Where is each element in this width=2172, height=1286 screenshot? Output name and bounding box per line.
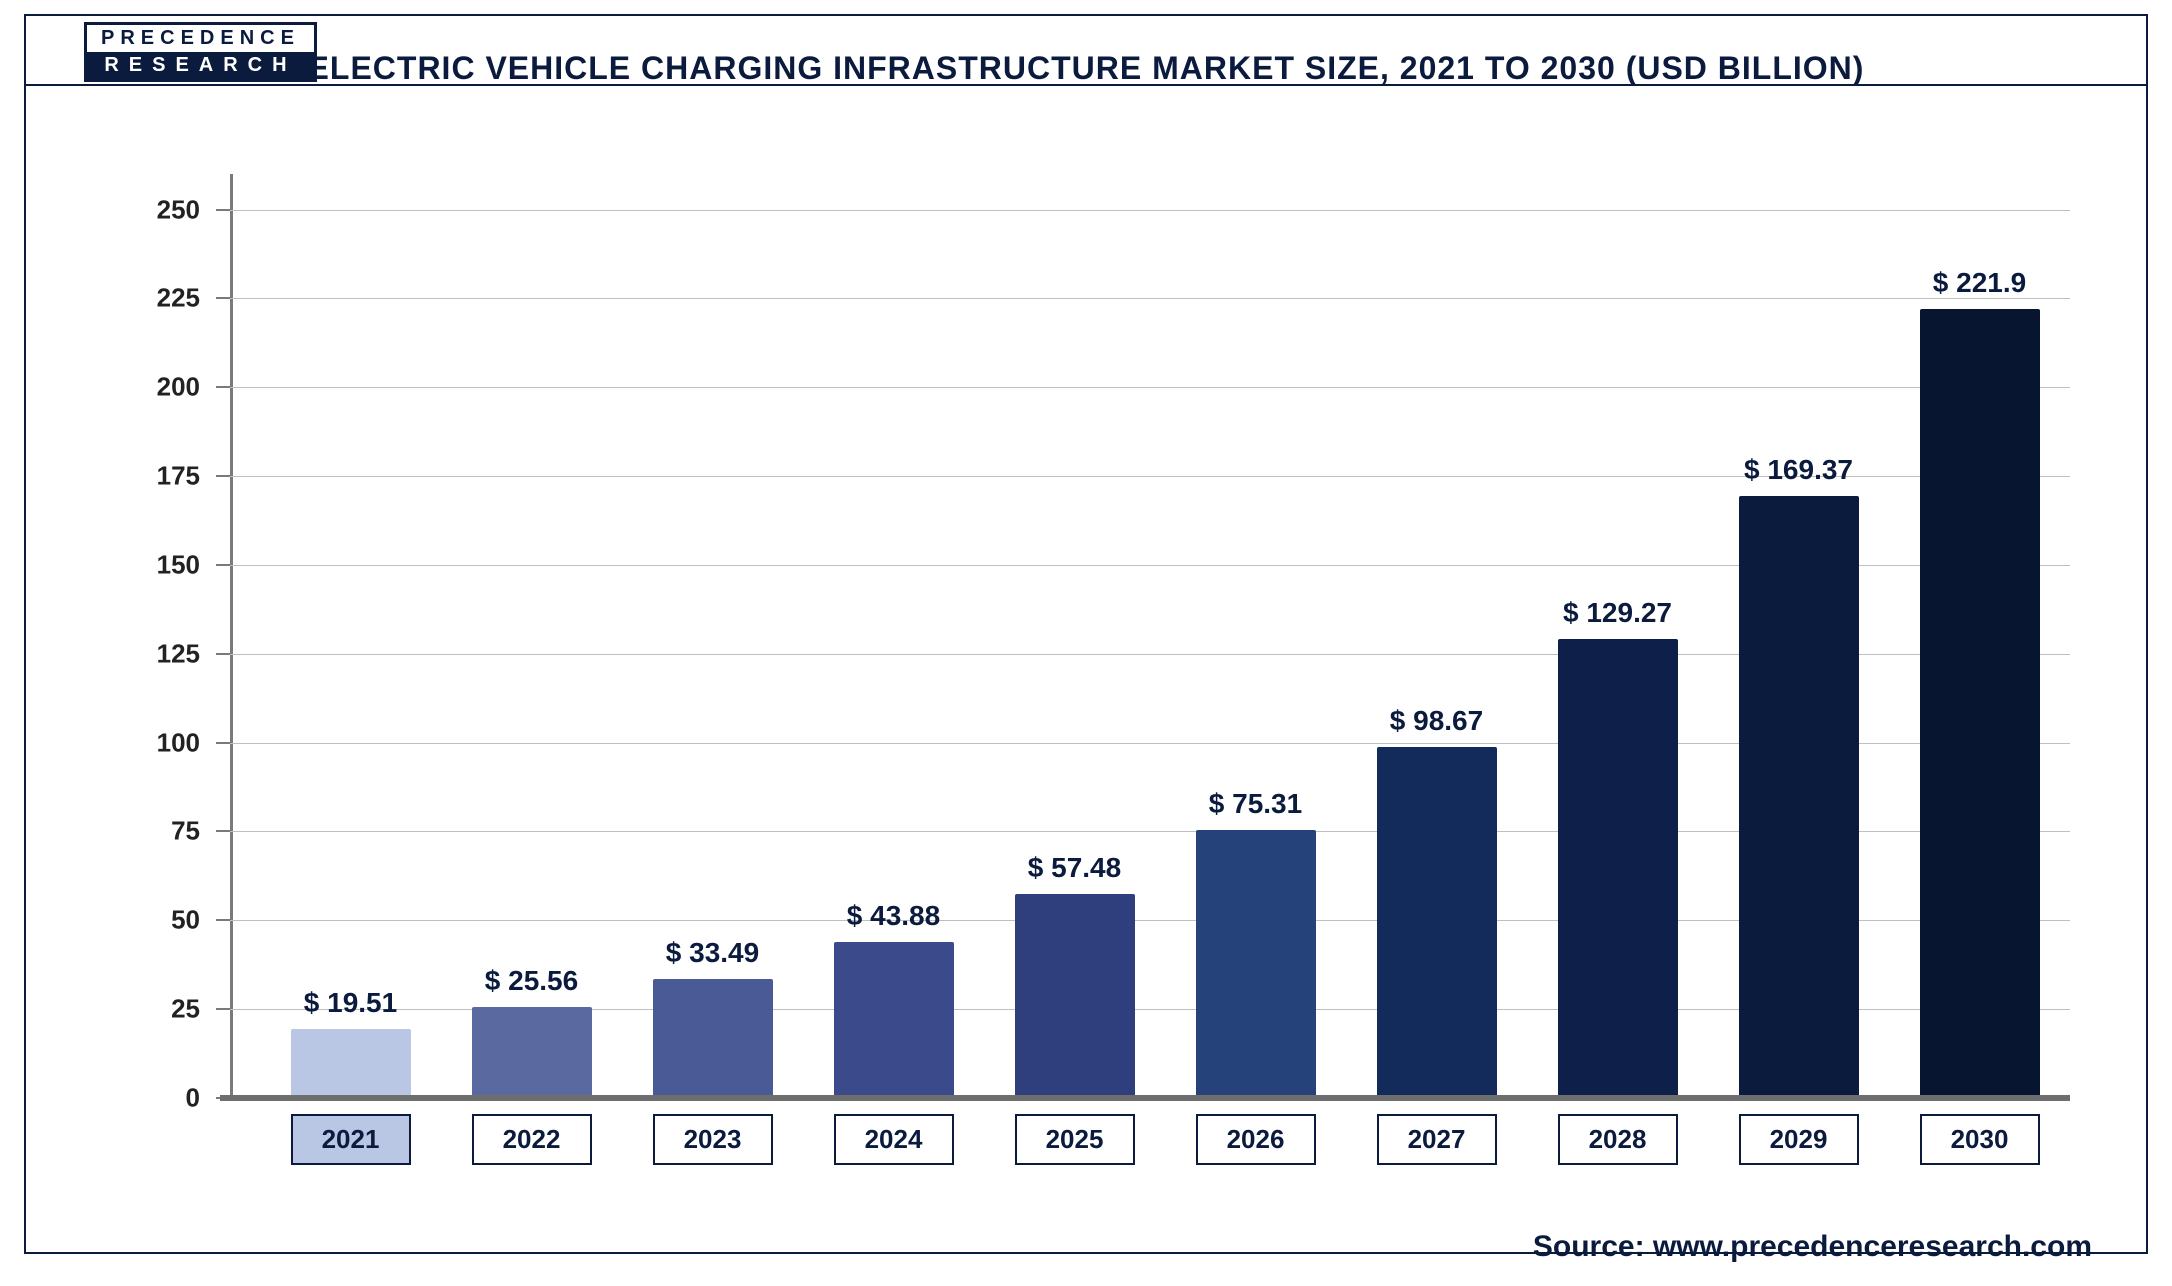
bar-value-label: $ 19.51 xyxy=(304,987,397,1019)
bar xyxy=(1377,747,1497,1098)
x-label-box: 2021 xyxy=(260,1114,441,1165)
bar xyxy=(472,1007,592,1098)
bar xyxy=(834,942,954,1098)
x-label: 2026 xyxy=(1196,1114,1316,1165)
y-tick-label: 0 xyxy=(120,1083,200,1114)
x-labels-row: 2021 2022 2023 2024 2025 2026 2027 2028 2029 2030 xyxy=(260,1114,2070,1165)
y-tick-label: 75 xyxy=(120,816,200,847)
bar-slot: $ 25.56 xyxy=(441,174,622,1098)
x-label: 2028 xyxy=(1558,1114,1678,1165)
y-tick-mark xyxy=(216,209,230,211)
bar xyxy=(1196,830,1316,1098)
bar-value-label: $ 75.31 xyxy=(1209,788,1302,820)
y-tick-label: 150 xyxy=(120,549,200,580)
y-tick-label: 175 xyxy=(120,461,200,492)
x-label: 2023 xyxy=(653,1114,773,1165)
bar-value-label: $ 129.27 xyxy=(1563,597,1672,629)
x-label-box: 2028 xyxy=(1527,1114,1708,1165)
x-label: 2024 xyxy=(834,1114,954,1165)
x-label: 2030 xyxy=(1920,1114,2040,1165)
chart-title: ELECTRIC VEHICLE CHARGING INFRASTRUCTURE… xyxy=(24,50,2148,87)
bar xyxy=(653,979,773,1098)
x-label: 2025 xyxy=(1015,1114,1135,1165)
bar-value-label: $ 221.9 xyxy=(1933,267,2026,299)
x-label: 2029 xyxy=(1739,1114,1859,1165)
bar-slot: $ 43.88 xyxy=(803,174,984,1098)
y-tick-label: 250 xyxy=(120,194,200,225)
plot-area: $ 19.51 $ 25.56 $ 33.49 $ 43.88 $ 57.48 $ 75.… xyxy=(230,174,2070,1098)
y-tick-label: 25 xyxy=(120,994,200,1025)
y-tick-mark xyxy=(216,830,230,832)
y-tick-mark xyxy=(216,742,230,744)
x-label: 2027 xyxy=(1377,1114,1497,1165)
bar-value-label: $ 57.48 xyxy=(1028,852,1121,884)
y-tick-label: 200 xyxy=(120,372,200,403)
y-tick-mark xyxy=(216,1008,230,1010)
x-label-box: 2025 xyxy=(984,1114,1165,1165)
x-label: 2021 xyxy=(291,1114,411,1165)
bar xyxy=(1558,639,1678,1098)
y-tick-mark xyxy=(216,386,230,388)
x-label-box: 2029 xyxy=(1708,1114,1889,1165)
y-tick-mark xyxy=(216,297,230,299)
y-tick-label: 50 xyxy=(120,905,200,936)
bars-row: $ 19.51 $ 25.56 $ 33.49 $ 43.88 $ 57.48 $ 75.… xyxy=(230,174,2070,1098)
bar-slot: $ 129.27 xyxy=(1527,174,1708,1098)
x-label-box: 2024 xyxy=(803,1114,984,1165)
y-tick-mark xyxy=(216,653,230,655)
y-tick-label: 225 xyxy=(120,283,200,314)
bar-slot: $ 75.31 xyxy=(1165,174,1346,1098)
x-label-box: 2027 xyxy=(1346,1114,1527,1165)
bar xyxy=(291,1029,411,1098)
source-label: Source: www.precedenceresearch.com xyxy=(1533,1230,2092,1264)
bar-slot: $ 221.9 xyxy=(1889,174,2070,1098)
x-label-box: 2023 xyxy=(622,1114,803,1165)
bar-slot: $ 57.48 xyxy=(984,174,1165,1098)
x-label-box: 2030 xyxy=(1889,1114,2070,1165)
bar xyxy=(1015,894,1135,1098)
x-axis xyxy=(220,1095,2070,1101)
y-tick-label: 100 xyxy=(120,727,200,758)
bar-value-label: $ 33.49 xyxy=(666,937,759,969)
bar-value-label: $ 43.88 xyxy=(847,900,940,932)
x-label-box: 2022 xyxy=(441,1114,622,1165)
y-tick-mark xyxy=(216,564,230,566)
bar-value-label: $ 25.56 xyxy=(485,965,578,997)
logo-top-text: PRECEDENCE xyxy=(87,25,314,52)
y-tick-mark xyxy=(216,919,230,921)
y-tick-mark xyxy=(216,475,230,477)
bar-slot: $ 98.67 xyxy=(1346,174,1527,1098)
y-tick-label: 125 xyxy=(120,638,200,669)
bar xyxy=(1920,309,2040,1098)
x-label: 2022 xyxy=(472,1114,592,1165)
bar-value-label: $ 98.67 xyxy=(1390,705,1483,737)
x-label-box: 2026 xyxy=(1165,1114,1346,1165)
bar-value-label: $ 169.37 xyxy=(1744,454,1853,486)
bar-slot: $ 33.49 xyxy=(622,174,803,1098)
header: PRECEDENCE RESEARCH ELECTRIC VEHICLE CHA… xyxy=(24,14,2148,86)
bar-slot: $ 169.37 xyxy=(1708,174,1889,1098)
bar xyxy=(1739,496,1859,1098)
bar-slot: $ 19.51 xyxy=(260,174,441,1098)
